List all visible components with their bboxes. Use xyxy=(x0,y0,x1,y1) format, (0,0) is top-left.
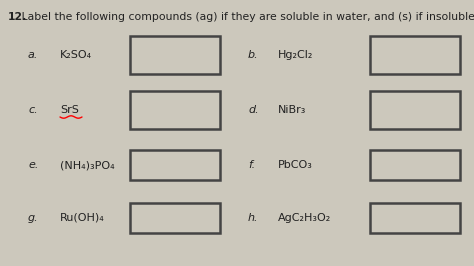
Bar xyxy=(130,203,220,233)
Text: Ru(OH)₄: Ru(OH)₄ xyxy=(60,213,105,223)
Text: Hg₂Cl₂: Hg₂Cl₂ xyxy=(278,50,313,60)
Bar xyxy=(370,36,460,74)
Bar xyxy=(130,91,220,129)
Text: f.: f. xyxy=(248,160,255,170)
Bar xyxy=(370,203,460,233)
Text: g.: g. xyxy=(28,213,38,223)
Text: K₂SO₄: K₂SO₄ xyxy=(60,50,92,60)
Text: (NH₄)₃PO₄: (NH₄)₃PO₄ xyxy=(60,160,115,170)
Text: a.: a. xyxy=(28,50,38,60)
Text: d.: d. xyxy=(248,105,259,115)
Bar xyxy=(370,91,460,129)
Text: Label the following compounds (ag) if they are soluble in water, and (s) if inso: Label the following compounds (ag) if th… xyxy=(18,12,474,22)
Text: NiBr₃: NiBr₃ xyxy=(278,105,306,115)
Text: AgC₂H₃O₂: AgC₂H₃O₂ xyxy=(278,213,331,223)
Bar xyxy=(130,36,220,74)
Text: b.: b. xyxy=(248,50,259,60)
Text: SrS: SrS xyxy=(60,105,79,115)
Text: 12.: 12. xyxy=(8,12,27,22)
Bar xyxy=(370,150,460,180)
Text: e.: e. xyxy=(28,160,38,170)
Text: h.: h. xyxy=(248,213,258,223)
Bar xyxy=(130,150,220,180)
Text: c.: c. xyxy=(28,105,37,115)
Text: PbCO₃: PbCO₃ xyxy=(278,160,313,170)
